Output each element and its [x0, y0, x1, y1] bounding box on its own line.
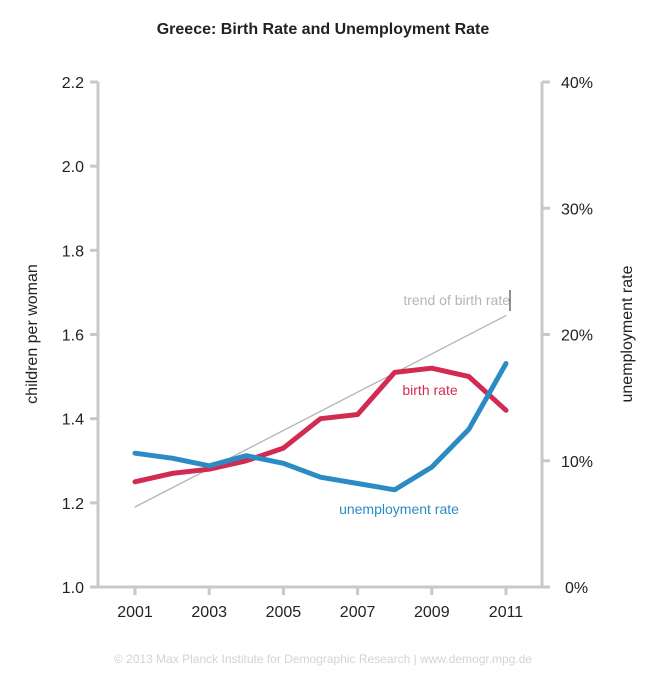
left-axis-label: children per woman [24, 264, 41, 404]
birth-rate-label: birth rate [402, 382, 457, 398]
annotation-layer: birth rate unemployment rate trend of birt… [339, 292, 510, 517]
x-axis-ticks: 2001 2003 2005 2007 2009 2011 [117, 587, 523, 621]
left-tick-label: 2.2 [62, 75, 84, 92]
x-tick-label: 2011 [489, 604, 524, 621]
left-tick-label: 2.0 [62, 159, 84, 176]
x-tick-label: 2003 [191, 604, 227, 621]
unemployment-rate-label: unemployment rate [339, 501, 459, 517]
left-tick-label: 1.2 [62, 496, 84, 513]
right-axis-ticks: 0% 10% 20% 30% 40% [542, 75, 593, 597]
right-tick-label: 40% [561, 75, 593, 92]
trend-of-birth-rate-line [134, 314, 507, 508]
left-tick-label: 1.0 [62, 580, 84, 597]
x-tick-label: 2005 [266, 604, 302, 621]
left-tick-label: 1.6 [62, 328, 84, 345]
left-tick-label: 1.8 [62, 243, 84, 260]
trend-of-birth-rate-label: trend of birth rate [403, 292, 510, 308]
left-tick-label: 1.4 [62, 412, 84, 429]
right-tick-label: 10% [561, 454, 593, 471]
x-tick-label: 2009 [414, 604, 450, 621]
x-tick-label: 2001 [117, 604, 153, 621]
right-axis-label: unemployment rate [619, 265, 636, 402]
right-tick-label: 20% [561, 328, 593, 345]
series-layer [132, 314, 509, 508]
right-tick-label: 30% [561, 201, 593, 218]
left-axis-ticks: 1.0 1.2 1.4 1.6 1.8 2.0 2.2 [62, 75, 98, 597]
right-tick-label: 0% [565, 580, 588, 597]
x-tick-label: 2007 [340, 604, 376, 621]
plot-frame [90, 80, 550, 589]
chart-title: Greece: Birth Rate and Unemployment Rate [157, 21, 490, 38]
footer-credit: © 2013 Max Planck Institute for Demograp… [114, 652, 532, 666]
